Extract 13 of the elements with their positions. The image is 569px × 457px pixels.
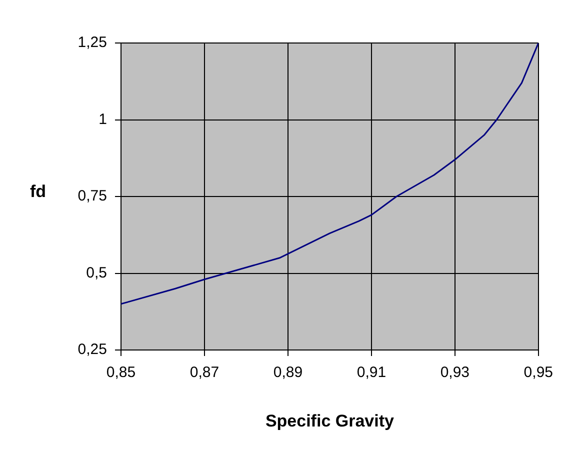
x-tick-label: 0,89 [273,364,303,382]
y-tick-label: 0,75 [78,188,107,205]
x-tick-label: 0,93 [440,364,470,382]
x-tick-label: 0,95 [524,364,554,382]
y-tick-label: 0,5 [86,264,107,282]
y-tick-label: 0,25 [78,341,107,358]
y-tick-label: 1,25 [78,34,107,52]
x-tick-label: 0,87 [190,364,220,382]
x-axis-title: Specific Gravity [265,412,394,431]
y-axis-title: fd [30,182,46,202]
x-tick-label: 0,85 [106,364,136,382]
y-tick-label: 1 [98,110,107,128]
x-tick-label: 0,91 [356,364,386,382]
